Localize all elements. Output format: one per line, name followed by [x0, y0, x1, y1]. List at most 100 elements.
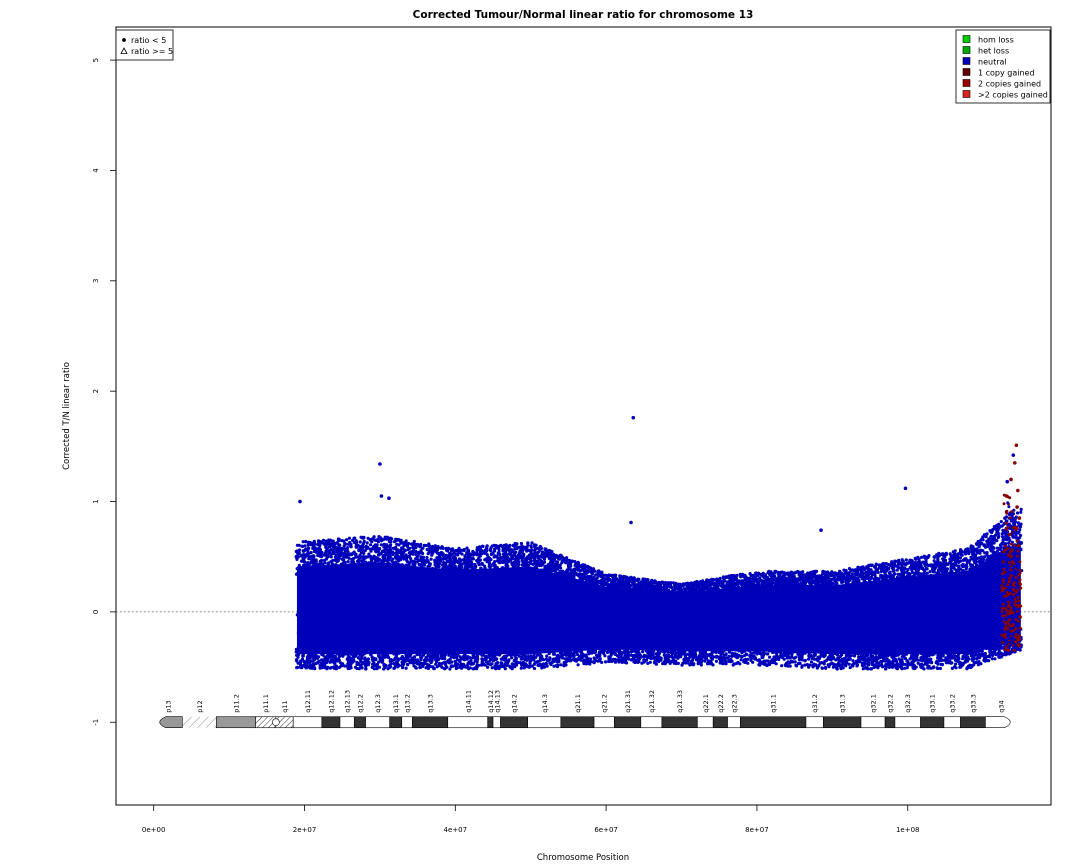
neutral-point	[770, 598, 774, 602]
neutral-point	[971, 618, 975, 622]
neutral-point	[848, 621, 853, 625]
neutral-point	[311, 598, 315, 602]
neutral-point	[480, 624, 484, 628]
neutral-point	[608, 621, 612, 625]
neutral-point	[519, 666, 523, 670]
neutral-point	[351, 612, 355, 616]
neutral-point	[942, 621, 946, 625]
neutral-point	[301, 631, 305, 636]
neutral-point	[647, 628, 651, 632]
neutral-point	[755, 595, 759, 599]
neutral-point	[862, 628, 866, 632]
neutral-point	[916, 621, 920, 625]
x-tick-label: 0e+00	[142, 826, 166, 834]
neutral-point	[883, 616, 887, 620]
neutral-point	[896, 625, 900, 630]
neutral-point	[543, 662, 548, 666]
neutral-point	[624, 618, 628, 623]
neutral-point	[404, 539, 408, 543]
neutral-point	[535, 608, 539, 612]
y-tick-label: 3	[92, 279, 100, 283]
neutral-point	[752, 631, 757, 635]
neutral-point	[663, 645, 667, 649]
neutral-point	[601, 644, 606, 648]
neutral-point	[875, 590, 879, 594]
neutral-point	[827, 648, 831, 653]
neutral-point	[952, 640, 957, 644]
neutral-point	[621, 620, 625, 624]
neutral-point	[748, 572, 752, 576]
neutral-point	[370, 540, 374, 544]
neutral-point	[382, 640, 386, 644]
y-tick-label: 4	[92, 168, 100, 173]
neutral-point	[506, 595, 510, 599]
neutral-point	[326, 602, 330, 607]
neutral-point	[358, 593, 362, 597]
neutral-point	[566, 596, 571, 601]
neutral-point	[553, 581, 558, 585]
neutral-point	[450, 587, 454, 591]
neutral-point	[742, 626, 746, 630]
neutral-point	[385, 640, 389, 645]
neutral-point	[800, 664, 804, 668]
neutral-point	[451, 591, 455, 595]
neutral-point	[379, 632, 383, 637]
neutral-point	[473, 591, 478, 596]
neutral-point	[396, 548, 400, 552]
neutral-point	[299, 627, 303, 631]
neutral-point	[659, 645, 663, 649]
neutral-point	[553, 572, 557, 577]
neutral-point	[820, 666, 824, 670]
neutral-point	[433, 609, 438, 613]
neutral-point	[336, 615, 340, 619]
neutral-point	[938, 589, 942, 593]
neutral-point	[370, 593, 374, 597]
neutral-point	[848, 666, 852, 670]
neutral-point	[319, 590, 323, 594]
neutral-point	[822, 642, 826, 646]
neutral-point	[542, 614, 546, 619]
y-tick-label: 2	[92, 389, 100, 393]
neutral-point	[1015, 511, 1020, 515]
neutral-point	[728, 631, 732, 636]
neutral-point	[621, 638, 625, 642]
neutral-point	[497, 547, 501, 551]
neutral-point	[893, 586, 897, 590]
neutral-point	[985, 622, 989, 626]
neutral-point	[936, 656, 940, 660]
neutral-point	[540, 627, 544, 631]
neutral-point	[299, 617, 304, 621]
neutral-point	[465, 604, 469, 608]
neutral-point	[613, 614, 617, 618]
neutral-point	[741, 599, 745, 604]
neutral-point	[527, 623, 531, 627]
neutral-point	[686, 605, 690, 609]
neutral-point	[762, 600, 767, 604]
neutral-point	[460, 571, 464, 576]
neutral-point	[409, 598, 413, 603]
neutral-point	[601, 627, 605, 631]
neutral-point	[536, 580, 540, 584]
neutral-point	[808, 610, 812, 614]
neutral-point	[517, 618, 521, 622]
neutral-point	[954, 572, 958, 576]
neutral-point	[708, 619, 713, 624]
neutral-point	[590, 609, 594, 614]
neutral-point	[993, 657, 997, 661]
neutral-point	[692, 626, 696, 631]
neutral-point	[699, 601, 703, 605]
neutral-point	[710, 625, 714, 630]
neutral-point	[888, 637, 893, 641]
neutral-point	[807, 613, 811, 618]
neutral-point	[735, 601, 739, 605]
neutral-point	[424, 666, 428, 670]
neutral-point	[863, 567, 867, 572]
neutral-point	[600, 625, 604, 629]
neutral-point	[883, 591, 887, 595]
neutral-point	[643, 596, 647, 600]
neutral-point	[658, 618, 663, 622]
neutral-point	[310, 607, 314, 611]
neutral-point	[906, 568, 910, 572]
neutral-point	[894, 620, 898, 624]
neutral-point	[604, 593, 608, 597]
